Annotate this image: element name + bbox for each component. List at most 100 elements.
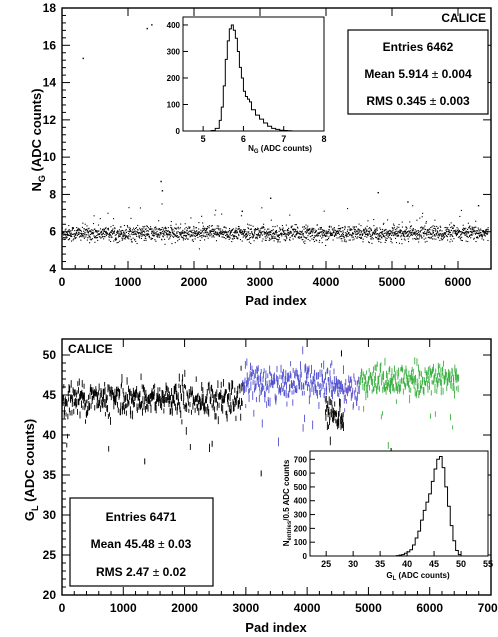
data-point <box>309 228 311 230</box>
data-point <box>186 229 188 231</box>
data-point <box>384 236 386 238</box>
data-point <box>327 238 329 241</box>
data-point <box>229 228 231 230</box>
inset-x-tick-label: 5 <box>201 134 206 144</box>
stats-rms: RMS 0.345 ± 0.003 <box>366 94 470 108</box>
data-point <box>377 233 379 235</box>
data-point <box>375 237 377 239</box>
data-point <box>96 235 98 237</box>
data-point <box>426 240 428 242</box>
data-point <box>131 229 134 231</box>
data-point <box>246 235 248 237</box>
data-point <box>351 236 353 238</box>
data-point <box>250 242 252 245</box>
data-point <box>420 227 422 229</box>
data-point <box>119 226 122 228</box>
data-point <box>160 228 162 230</box>
data-point <box>268 231 270 233</box>
data-point <box>357 236 359 238</box>
data-point <box>338 237 340 239</box>
data-point <box>444 233 446 235</box>
data-point <box>84 223 86 225</box>
data-point <box>152 234 155 236</box>
data-point <box>92 222 95 225</box>
outlier-point <box>377 191 379 194</box>
data-point <box>72 227 74 230</box>
y-tick-label: 4 <box>49 262 56 276</box>
x-tick-label: 0 <box>59 275 66 289</box>
data-point <box>168 238 170 240</box>
data-point <box>324 234 326 236</box>
data-point <box>171 231 173 233</box>
data-point <box>302 233 304 235</box>
data-point <box>362 234 364 236</box>
data-point <box>469 225 471 227</box>
data-point <box>331 228 333 230</box>
data-point <box>410 233 412 235</box>
data-point <box>145 239 147 241</box>
data-point <box>88 227 90 229</box>
data-point <box>478 232 480 234</box>
data-point <box>350 228 352 230</box>
data-point <box>153 232 155 234</box>
data-point <box>467 236 469 238</box>
data-point <box>349 239 351 241</box>
data-point <box>241 240 243 242</box>
data-point <box>397 233 399 235</box>
data-point <box>381 237 383 239</box>
data-point <box>94 241 96 243</box>
data-point <box>62 231 64 233</box>
data-point <box>420 234 422 237</box>
data-point <box>232 228 234 230</box>
data-point <box>215 209 217 211</box>
data-point <box>455 235 458 237</box>
data-point <box>452 230 454 232</box>
data-point <box>196 234 198 236</box>
data-point <box>276 235 279 237</box>
data-point <box>431 226 433 228</box>
data-point <box>249 234 251 237</box>
data-point <box>191 235 194 237</box>
data-point <box>484 234 486 236</box>
data-point <box>261 231 263 233</box>
data-point <box>86 225 88 227</box>
data-point <box>284 235 286 237</box>
data-point <box>382 230 384 232</box>
data-point <box>204 231 206 233</box>
data-point <box>439 229 441 231</box>
data-point <box>123 233 125 235</box>
data-point <box>98 230 100 232</box>
data-point <box>231 241 233 243</box>
data-point <box>138 233 140 235</box>
data-point <box>335 231 337 234</box>
data-point <box>349 229 351 231</box>
data-point <box>179 233 181 236</box>
data-point <box>150 226 152 228</box>
data-point <box>370 228 372 230</box>
data-point <box>111 233 114 235</box>
data-point <box>197 233 200 235</box>
data-point <box>106 232 108 234</box>
data-point <box>441 233 443 235</box>
data-point <box>184 231 186 233</box>
data-point <box>338 233 340 235</box>
data-point <box>420 235 422 237</box>
data-point <box>422 228 424 230</box>
data-point <box>306 227 308 229</box>
data-point <box>342 230 344 232</box>
data-point <box>487 229 489 231</box>
data-point <box>211 224 213 227</box>
data-point <box>304 240 306 242</box>
data-point <box>88 231 90 233</box>
data-point <box>62 232 64 235</box>
data-point <box>120 231 122 234</box>
data-point <box>466 235 468 237</box>
data-point <box>437 227 439 229</box>
data-point <box>374 233 376 235</box>
data-point <box>371 242 373 244</box>
data-point <box>425 237 427 239</box>
data-point <box>378 237 380 239</box>
data-point <box>382 234 384 236</box>
data-point <box>253 240 255 242</box>
